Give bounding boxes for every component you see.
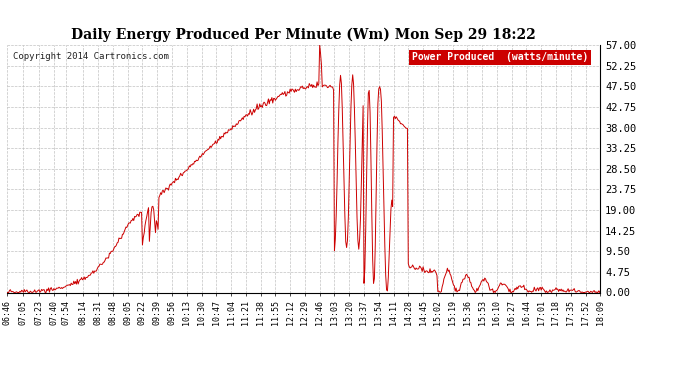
Text: Power Produced  (watts/minute): Power Produced (watts/minute) [412, 53, 589, 63]
Title: Daily Energy Produced Per Minute (Wm) Mon Sep 29 18:22: Daily Energy Produced Per Minute (Wm) Mo… [71, 28, 536, 42]
Text: Copyright 2014 Cartronics.com: Copyright 2014 Cartronics.com [13, 53, 169, 62]
